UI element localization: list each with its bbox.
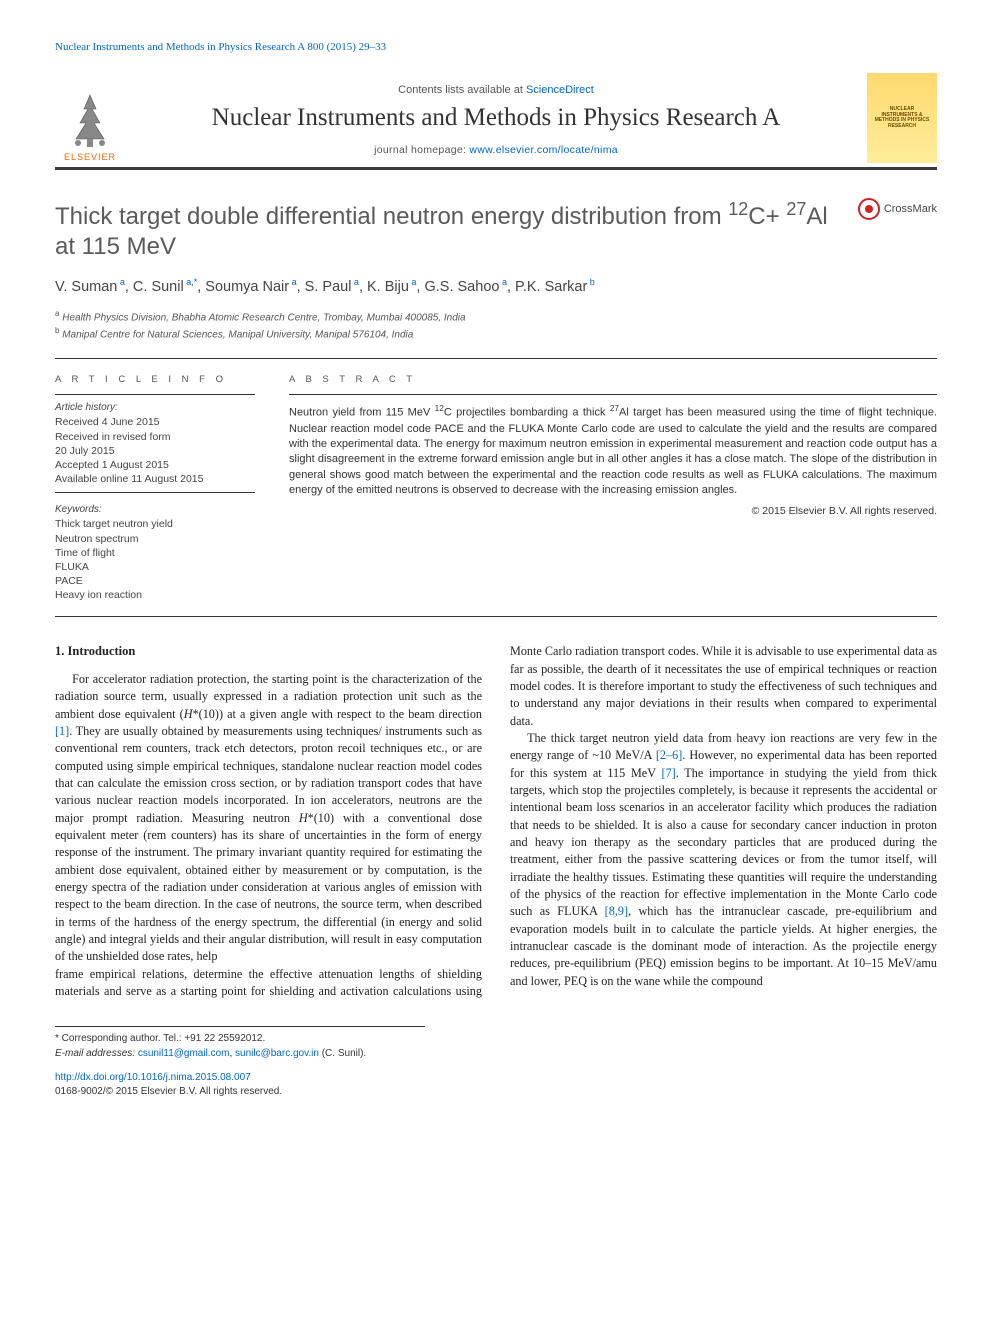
- history-label: Article history:: [55, 401, 255, 415]
- header-center: Contents lists available at ScienceDirec…: [143, 83, 849, 164]
- history-line: Received in revised form: [55, 430, 255, 444]
- journal-cover-thumbnail: NUCLEAR INSTRUMENTS & METHODS IN PHYSICS…: [867, 73, 937, 163]
- keywords-label: Keywords:: [55, 503, 255, 517]
- keyword-line: Neutron spectrum: [55, 532, 255, 546]
- abstract-copyright: © 2015 Elsevier B.V. All rights reserved…: [289, 504, 937, 519]
- journal-homepage: journal homepage: www.elsevier.com/locat…: [143, 143, 849, 158]
- email-suffix: (C. Sunil).: [319, 1048, 366, 1059]
- contents-prefix: Contents lists available at: [398, 84, 526, 96]
- affiliation-line: b Manipal Centre for Natural Sciences, M…: [55, 325, 937, 342]
- rule-info-2: [55, 492, 255, 493]
- body-text: 1. Introduction For accelerator radiatio…: [55, 643, 937, 1000]
- history-line: Received 4 June 2015: [55, 415, 255, 429]
- abstract-text: Neutron yield from 115 MeV 12C projectil…: [289, 403, 937, 498]
- elsevier-label: ELSEVIER: [64, 151, 116, 164]
- contents-line: Contents lists available at ScienceDirec…: [143, 83, 849, 98]
- corresponding-author: * Corresponding author. Tel.: +91 22 255…: [55, 1031, 425, 1046]
- journal-name: Nuclear Instruments and Methods in Physi…: [143, 104, 849, 133]
- rule-info-1: [55, 394, 255, 395]
- authors-list: V. Suman a, C. Sunil a,*, Soumya Nair a,…: [55, 276, 937, 297]
- info-heading: A R T I C L E I N F O: [55, 373, 255, 386]
- rule-bottom: [55, 616, 937, 617]
- doi-link[interactable]: http://dx.doi.org/10.1016/j.nima.2015.08…: [55, 1072, 251, 1083]
- sciencedirect-link[interactable]: ScienceDirect: [526, 84, 594, 96]
- keyword-line: Thick target neutron yield: [55, 517, 255, 531]
- affiliations: a Health Physics Division, Bhabha Atomic…: [55, 308, 937, 343]
- history-line: 20 July 2015: [55, 444, 255, 458]
- keyword-line: FLUKA: [55, 560, 255, 574]
- journal-header: ELSEVIER Contents lists available at Sci…: [55, 73, 937, 170]
- section-heading: 1. Introduction: [55, 643, 482, 661]
- keyword-line: Heavy ion reaction: [55, 588, 255, 602]
- abstract: A B S T R A C T Neutron yield from 115 M…: [289, 373, 937, 602]
- email-line: E-mail addresses: csunil11@gmail.com, su…: [55, 1046, 425, 1061]
- email-link-2[interactable]: sunilc@barc.gov.in: [235, 1048, 319, 1059]
- body-paragraph: The thick target neutron yield data from…: [510, 730, 937, 990]
- email-label: E-mail addresses:: [55, 1048, 138, 1059]
- footnotes: * Corresponding author. Tel.: +91 22 255…: [55, 1026, 425, 1061]
- keyword-line: Time of flight: [55, 546, 255, 560]
- article-info: A R T I C L E I N F O Article history: R…: [55, 373, 255, 602]
- doi-line: http://dx.doi.org/10.1016/j.nima.2015.08…: [55, 1071, 937, 1085]
- crossmark-badge[interactable]: CrossMark: [858, 198, 937, 220]
- homepage-prefix: journal homepage:: [374, 144, 469, 156]
- elsevier-tree-icon: [64, 91, 116, 151]
- abstract-heading: A B S T R A C T: [289, 373, 937, 386]
- article-title: Thick target double differential neutron…: [55, 198, 838, 262]
- homepage-link[interactable]: www.elsevier.com/locate/nima: [469, 144, 617, 156]
- rule-abstract: [289, 394, 937, 395]
- rule-top: [55, 358, 937, 359]
- email-link-1[interactable]: csunil11@gmail.com: [138, 1048, 230, 1059]
- affiliation-line: a Health Physics Division, Bhabha Atomic…: [55, 308, 937, 325]
- history-line: Available online 11 August 2015: [55, 472, 255, 486]
- crossmark-label: CrossMark: [884, 202, 937, 217]
- issn-copyright: 0168-9002/© 2015 Elsevier B.V. All right…: [55, 1085, 937, 1099]
- elsevier-logo: ELSEVIER: [55, 73, 125, 163]
- crossmark-icon: [858, 198, 880, 220]
- body-paragraph: For accelerator radiation protection, th…: [55, 671, 482, 966]
- history-line: Accepted 1 August 2015: [55, 458, 255, 472]
- keyword-line: PACE: [55, 574, 255, 588]
- journal-citation-link[interactable]: Nuclear Instruments and Methods in Physi…: [55, 40, 937, 55]
